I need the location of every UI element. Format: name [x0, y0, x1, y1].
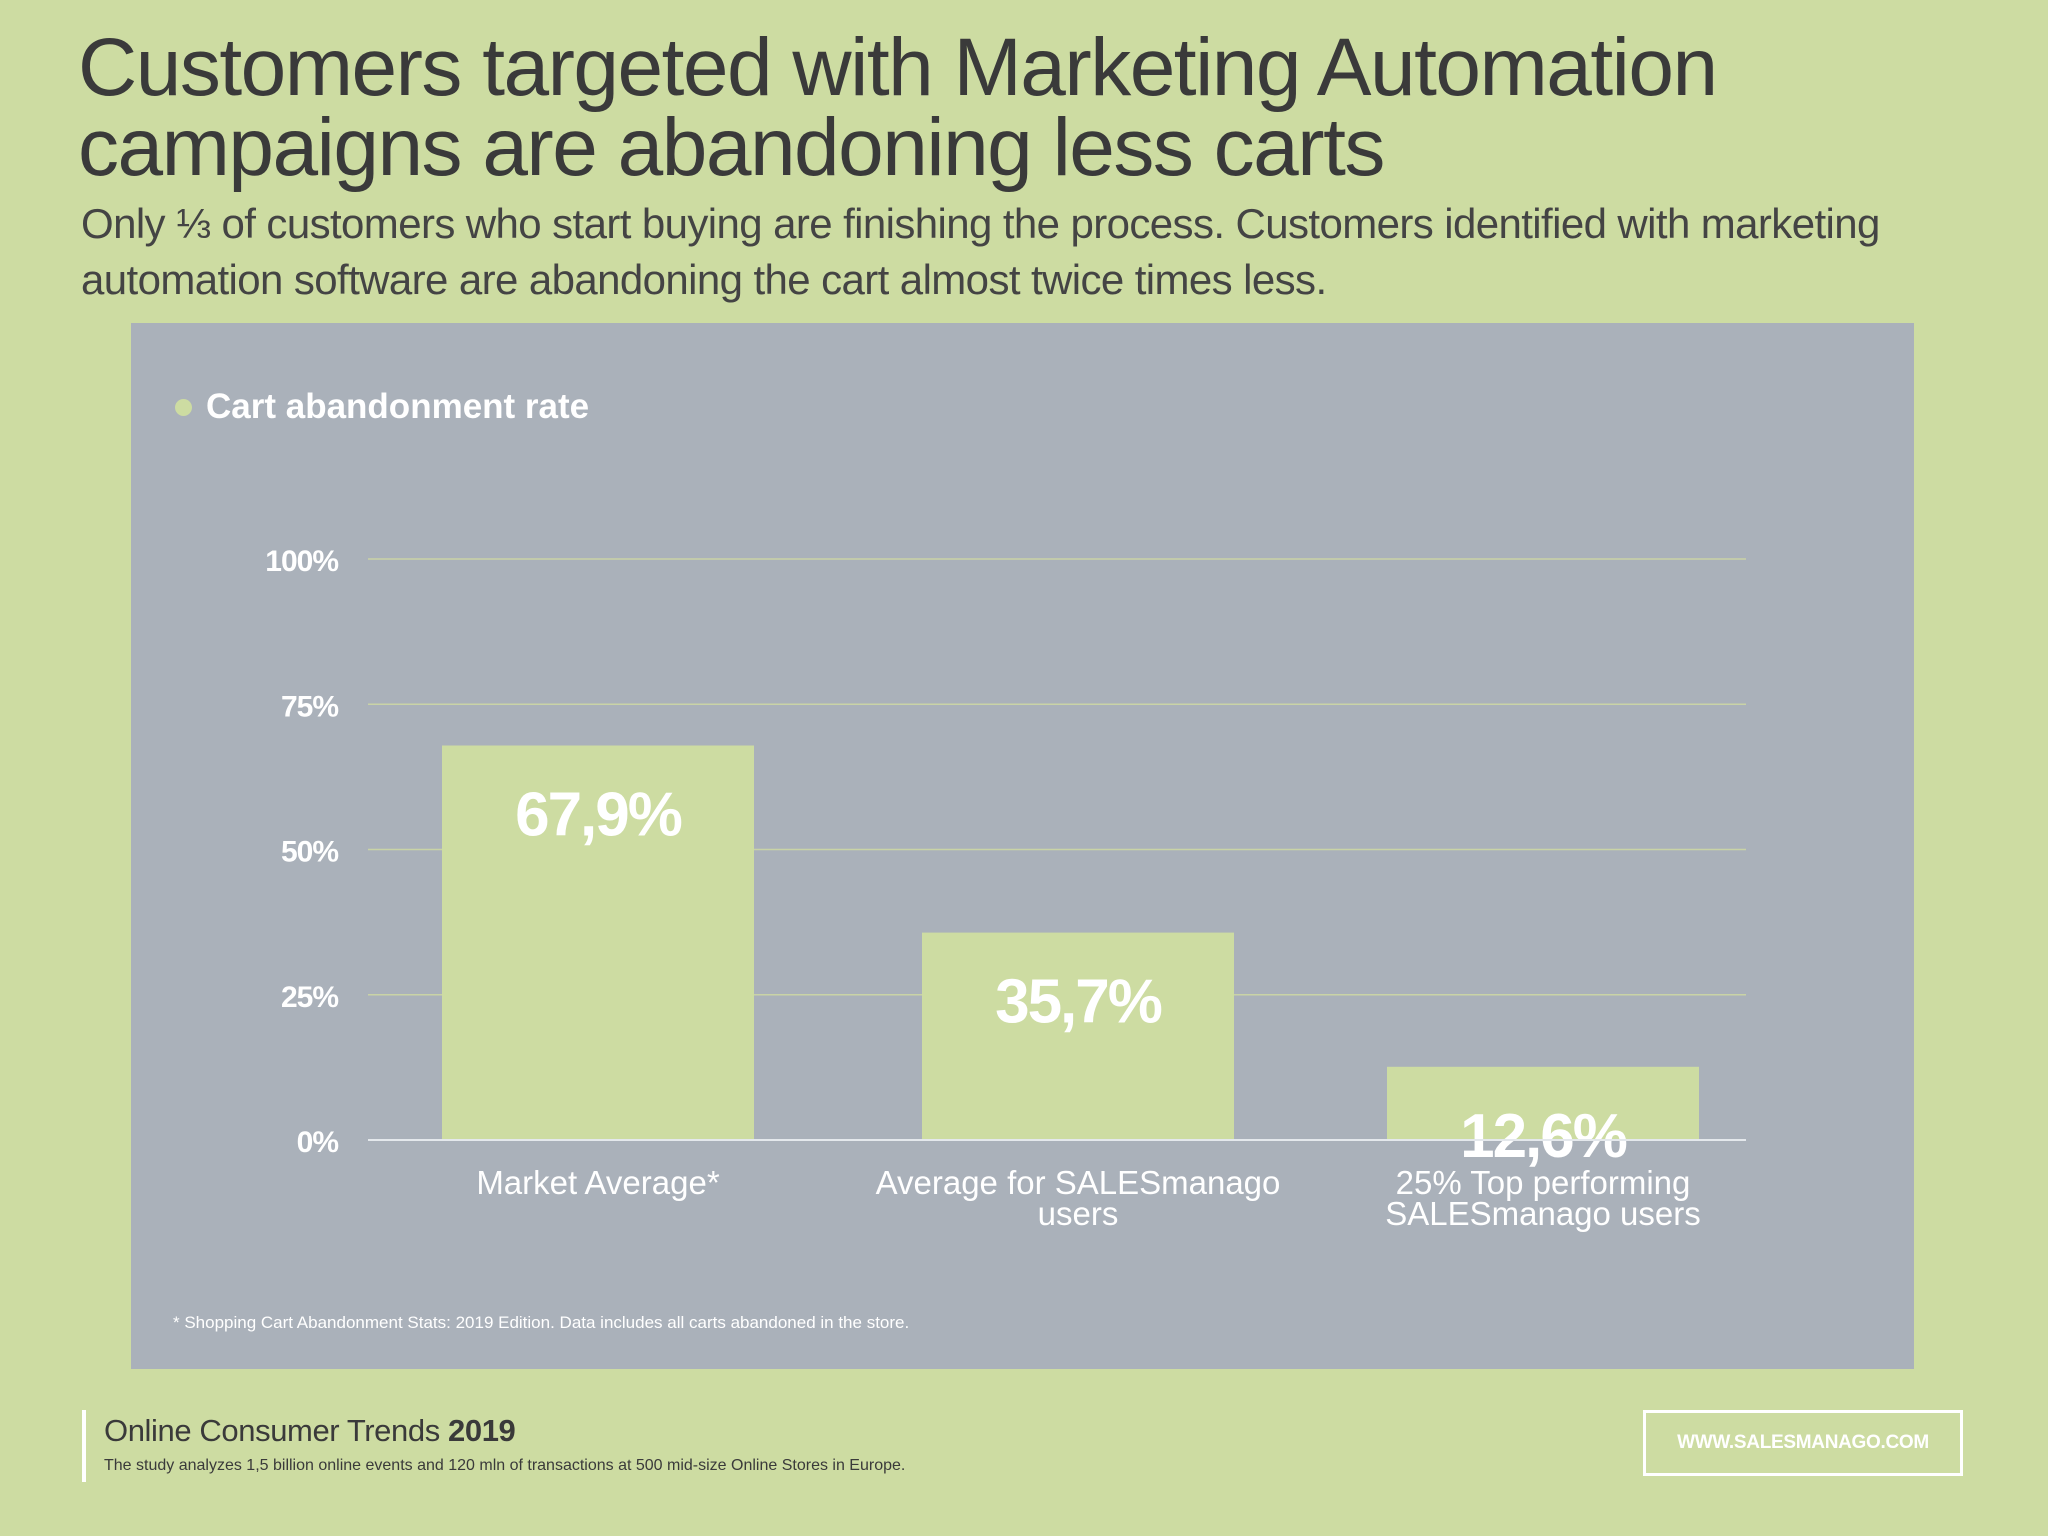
y-tick-label: 75%	[281, 690, 338, 723]
bar	[442, 745, 754, 1140]
chart-legend: Cart abandonment rate	[175, 387, 589, 427]
bar-chart: 0% 25% 50% 75% 100% 67,9% 35,7% 12,6% Market Ave…	[265, 545, 1746, 1232]
x-tick-label: Average for SALESmanago users	[876, 1164, 1281, 1232]
footer-title-year: 2019	[448, 1413, 516, 1448]
x-tick-label-line: Average for SALESmanago	[876, 1164, 1281, 1201]
x-tick-label-line: Market Average*	[476, 1164, 720, 1201]
y-tick-label: 100%	[265, 545, 338, 578]
bar-data-label: 12,6%	[1460, 1102, 1627, 1171]
bar	[922, 932, 1234, 1140]
bar	[1387, 1066, 1699, 1140]
website-link[interactable]: WWW.SALESMANAGO.COM	[1643, 1410, 1963, 1476]
page-subtitle: Only ⅓ of customers who start buying are…	[81, 200, 1880, 303]
y-tick-label: 25%	[281, 981, 338, 1014]
bar-data-label: 35,7%	[995, 968, 1162, 1037]
y-tick-label: 50%	[281, 836, 338, 869]
footer-title: Online Consumer Trends 2019	[104, 1413, 516, 1449]
footer-title-text: Online Consumer Trends	[104, 1413, 449, 1448]
x-tick-label: 25% Top performing SALESmanago users	[1385, 1164, 1701, 1232]
page-title: Customers targeted with Marketing Automa…	[78, 22, 1718, 193]
legend-dot-icon	[175, 398, 192, 416]
chart-footnote: * Shopping Cart Abandonment Stats: 2019 …	[173, 1313, 910, 1332]
y-tick-label: 0%	[297, 1126, 339, 1159]
x-tick-label-line: users	[1038, 1195, 1119, 1232]
footer-description: The study analyzes 1,5 billion online ev…	[104, 1457, 906, 1474]
x-tick-label-line: SALESmanago users	[1385, 1195, 1701, 1232]
x-tick-label: Market Average*	[476, 1164, 720, 1201]
x-tick-label-line: 25% Top performing	[1396, 1164, 1691, 1201]
footer-divider	[82, 1410, 86, 1482]
bar-data-label: 67,9%	[515, 781, 682, 850]
legend-label: Cart abandonment rate	[206, 387, 590, 426]
chart-panel: Cart abandonment rate 0% 25% 50% 75% 100% 67,…	[131, 323, 1914, 1369]
